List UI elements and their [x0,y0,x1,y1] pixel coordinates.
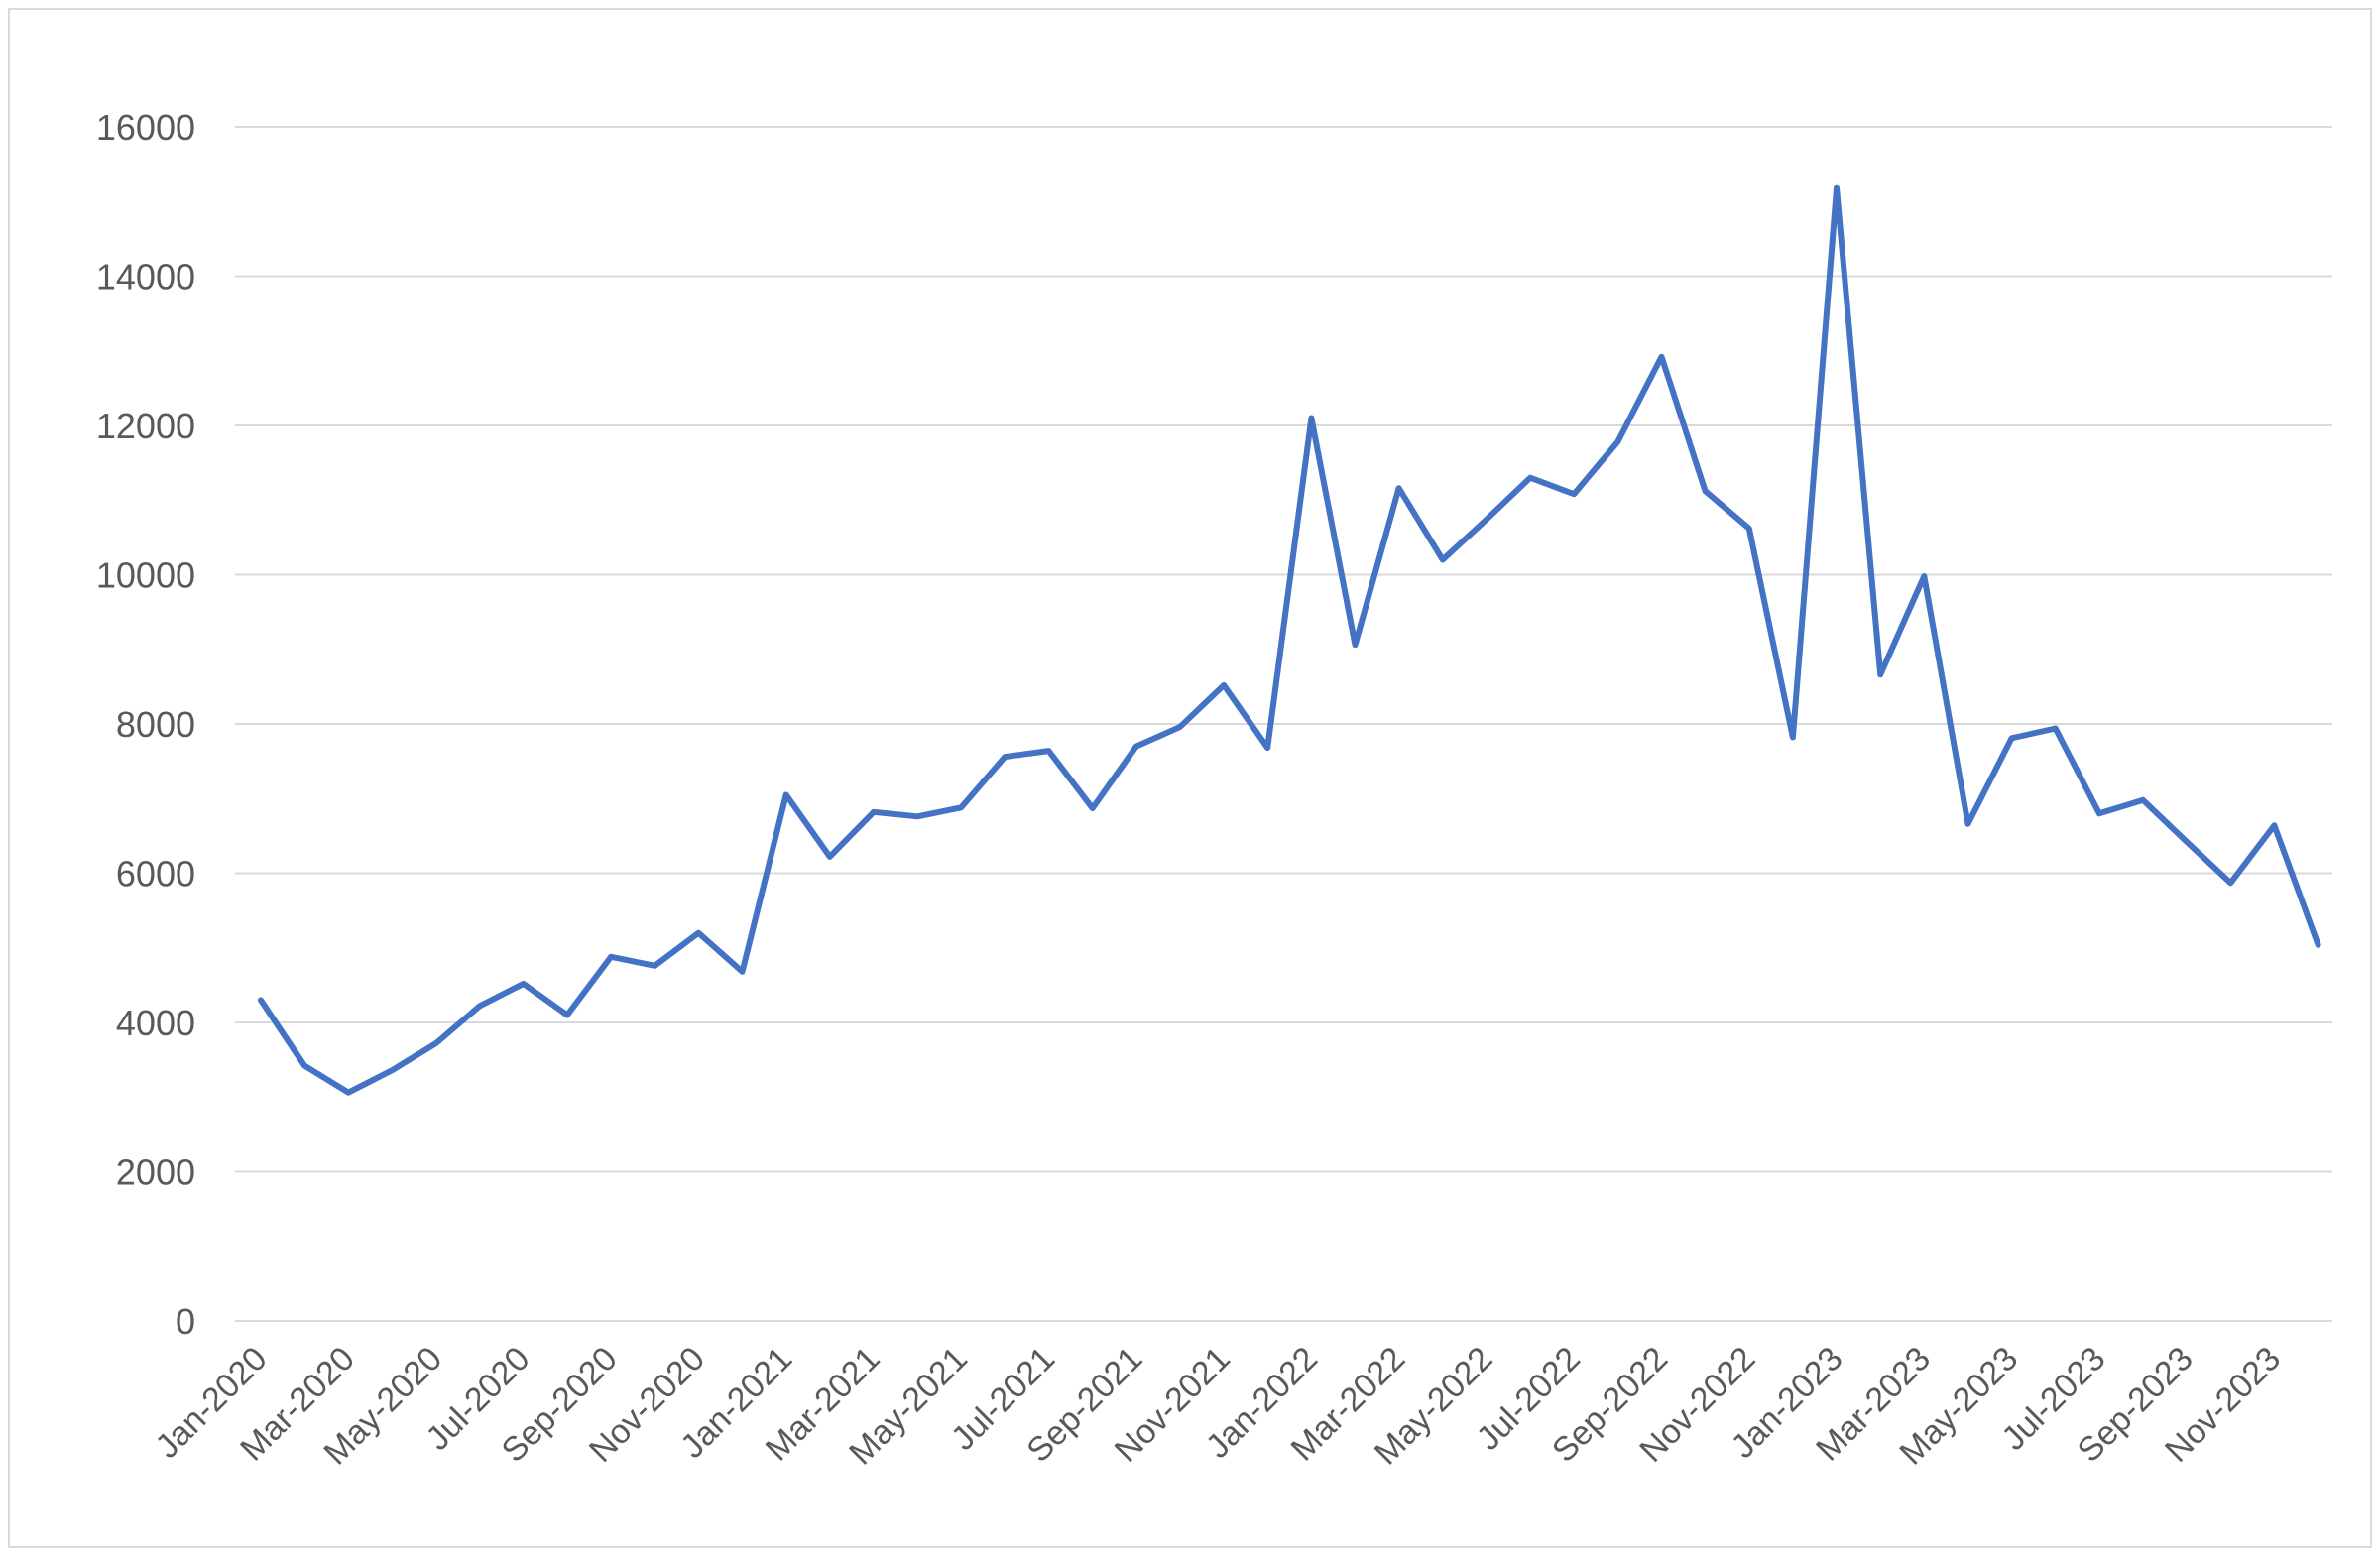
y-tick-label: 0 [176,1301,195,1342]
series-line [258,184,2321,1096]
y-tick-label: 6000 [116,854,195,895]
series-group [258,184,2321,1096]
y-axis-ticks: 0 2000 4000 6000 8000 10000 12000 14000 16000 [96,107,195,1342]
y-tick-label: 4000 [116,1003,195,1043]
y-tick-label: 12000 [96,406,195,446]
y-tick-label: 14000 [96,257,195,298]
y-tick-label: 16000 [96,107,195,148]
y-tick-label: 8000 [116,704,195,745]
chart-area [8,8,2372,1548]
x-axis-ticks: Jan-2020Mar-2020May-2020Jul-2020Sep-2020… [149,1340,2289,1473]
y-tick-label: 10000 [96,555,195,596]
y-tick-label: 2000 [116,1152,195,1193]
gridlines [235,126,2332,1322]
